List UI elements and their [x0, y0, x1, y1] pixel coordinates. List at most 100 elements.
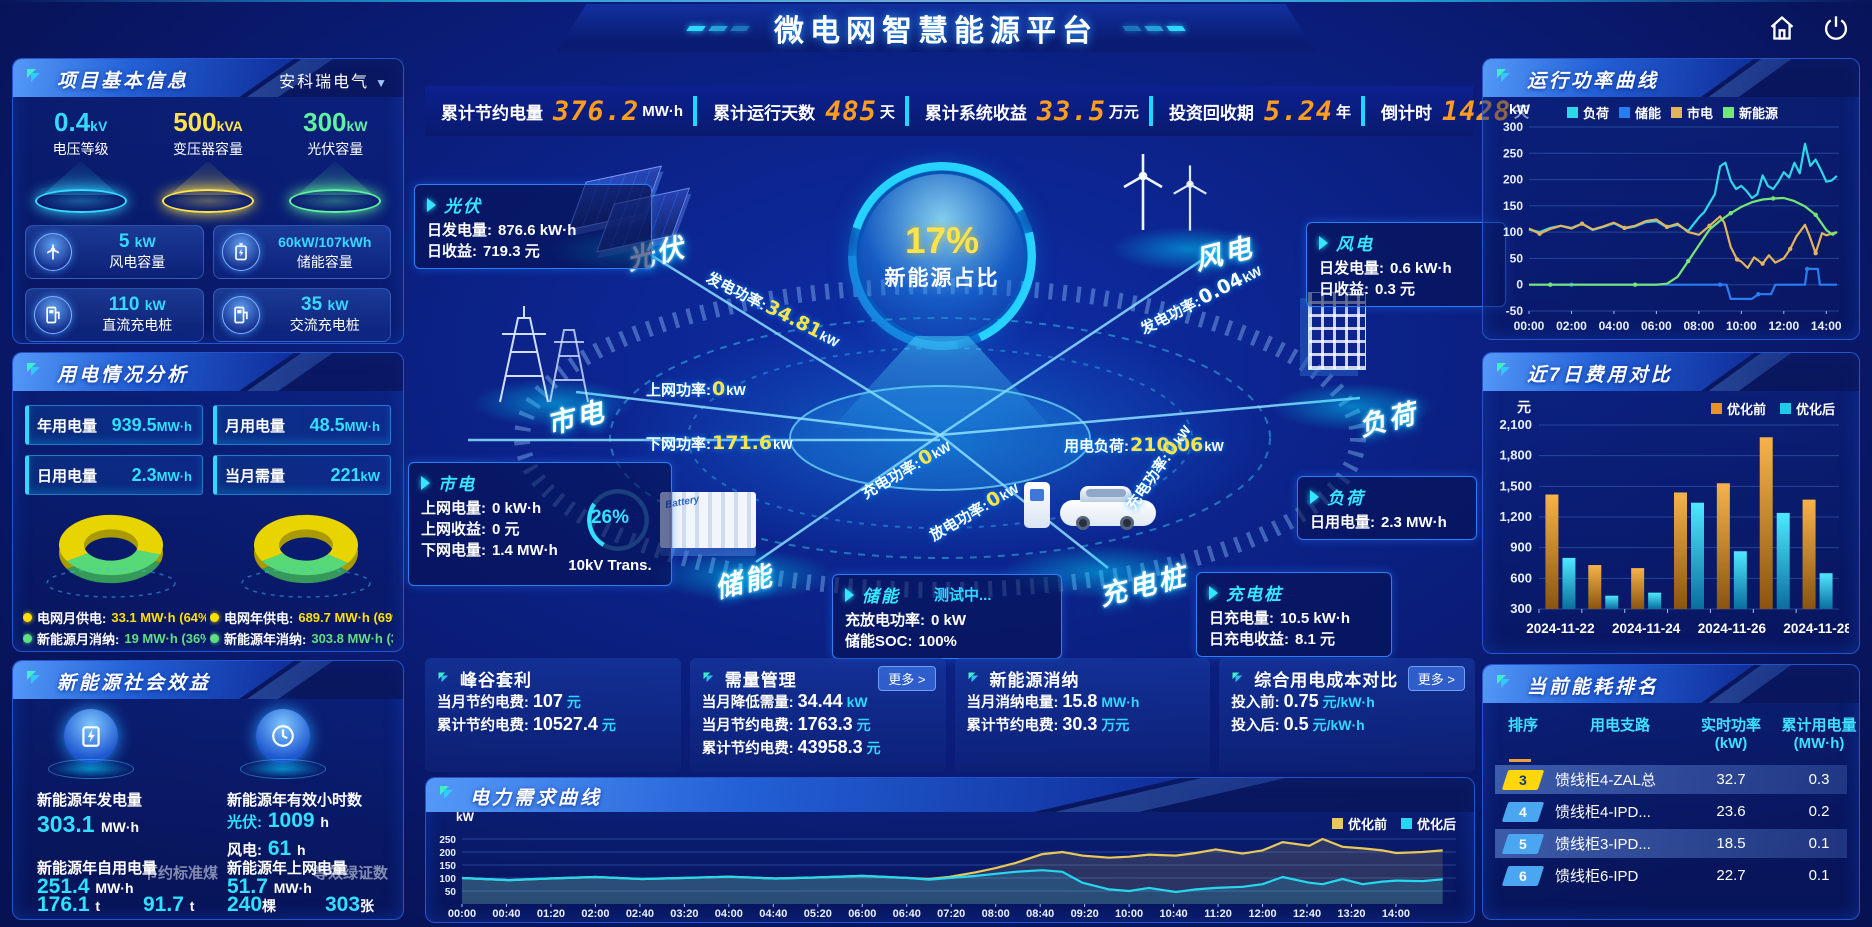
legend-item: 市电: [1671, 103, 1713, 122]
panel-demand-title: 电力需求曲线: [470, 788, 603, 809]
more-button[interactable]: 更多 >: [1407, 666, 1465, 691]
co2-value: 176.1 t: [37, 893, 101, 916]
panel-benefits-header: 新能源社会效益: [13, 661, 403, 699]
panel-demand-header: 电力需求曲线: [426, 778, 1474, 812]
transmission-tower-icon: [478, 290, 608, 415]
donut-legend-item: 电网年供电:689.7 MW·h (69%): [210, 608, 393, 627]
run-chart-area: kW 负荷 储能 市电 新能源 -50 0 50 100 150 200 250 300 00:00 0…: [1483, 97, 1859, 340]
kpi-card-3: 综合用电成本对比 更多 > 投入前: 0.75 元/kW·h 投入后: 0.5 元/kW·h: [1219, 658, 1475, 772]
demand-chart: 50 100 150 200 250 00:00 00:40 01:20 02:00 02:40 0…: [426, 812, 1474, 927]
renewable-share-value: 17%: [904, 220, 980, 261]
panel-run-header: 运行功率曲线: [1483, 59, 1859, 97]
svg-text:100: 100: [1503, 225, 1523, 239]
svg-text:04:00: 04:00: [715, 908, 743, 920]
self-use-label: 新能源年自用电量: [37, 860, 158, 877]
svg-text:06:40: 06:40: [893, 908, 921, 920]
wind-turbine-icon: [34, 233, 72, 271]
kpi-cards-row: 峰谷套利 当月节约电费: 107 元累计节约电费: 10527.4 元需量管理 更多 > 当月…: [425, 658, 1475, 772]
svg-text:08:00: 08:00: [982, 908, 1010, 920]
table-row[interactable]: 5 馈线柜3-IPD... 18.5 0.1: [1495, 829, 1847, 858]
lightning-icon: [64, 709, 118, 763]
legend-item: 优化前: [1710, 399, 1766, 418]
usage-stat-1: 月用电量 48.5MW·h: [213, 405, 391, 445]
svg-text:10:00: 10:00: [1115, 908, 1143, 920]
svg-text:300: 300: [1503, 120, 1523, 134]
svg-text:13:20: 13:20: [1337, 908, 1365, 920]
panel-cost-title: 近7日费用对比: [1527, 365, 1673, 386]
svg-text:11:20: 11:20: [1204, 908, 1232, 920]
clock-icon: [256, 709, 310, 763]
panel-corner-icon: [25, 67, 45, 92]
svg-text:10:40: 10:40: [1160, 908, 1188, 920]
donut-charts: [13, 499, 403, 608]
panel-rank-title: 当前能耗排名: [1527, 677, 1660, 698]
table-row[interactable]: 3 馈线柜4-ZAL总 32.7 0.3: [1495, 765, 1847, 794]
panel-corner-icon: [25, 361, 45, 386]
capacity-card-1: 60kW/107kWh 储能容量: [212, 225, 391, 279]
svg-text:02:00: 02:00: [581, 908, 609, 920]
donut-year-chart: [226, 499, 386, 608]
capacity-spotlight-2: 300kW 光伏容量: [276, 107, 394, 213]
more-button[interactable]: 更多 >: [878, 666, 936, 691]
legend-item: 储能: [1619, 103, 1661, 122]
capacity-card-0: 5 kW 风电容量: [25, 225, 204, 279]
panel-usage-title: 用电情况分析: [57, 365, 190, 386]
power-icon[interactable]: [1822, 14, 1850, 47]
battery-container-icon: Battery: [660, 492, 756, 548]
stat-item: 累计节约电量 376.2 MW·h: [441, 95, 684, 127]
solar-info-box: 光伏 日发电量: 876.6 kW·h 日收益: 719.3 元: [414, 184, 652, 269]
certs-label: 等效绿证数: [313, 865, 389, 882]
flow-load-power: 用电负荷:210.06kW: [1064, 434, 1224, 456]
panel-project-info: 项目基本信息 安科瑞电气 ▼ 0.4kV 电压等级 500kVA 变压器容量 300kW 光…: [12, 58, 404, 344]
wind-hours: 风电: 61 h: [227, 837, 306, 860]
legend-item: 优化前: [1331, 814, 1387, 833]
panel-corner-icon: [438, 784, 458, 809]
svg-text:2024-11-26: 2024-11-26: [1698, 621, 1767, 636]
flow-grid-down: 下网功率:171.6kW: [646, 432, 793, 454]
panel-demand-curve: 电力需求曲线 kW 优化前 优化后 50 100 150 200 250 00:00 00:4…: [425, 777, 1475, 923]
panel-run-title: 运行功率曲线: [1527, 71, 1660, 92]
svg-text:2024-11-24: 2024-11-24: [1612, 621, 1681, 636]
home-icon[interactable]: [1768, 14, 1796, 47]
svg-text:12:40: 12:40: [1293, 908, 1321, 920]
legend-item: 负荷: [1567, 103, 1609, 122]
donut-legend-item: 电网月供电: 33.1 MW·h (64%): [23, 608, 206, 627]
donut-month-chart: [31, 499, 191, 608]
table-row[interactable]: 6 馈线柜6-IPD 22.7 0.1: [1495, 861, 1847, 890]
cost-chart-area: 元 优化前 优化后 300 600 900 1,200 1,500 1,800 2,100 20…: [1483, 391, 1859, 646]
company-dropdown[interactable]: 安科瑞电气 ▼: [279, 74, 389, 91]
svg-text:08:00: 08:00: [1684, 319, 1715, 333]
trees-value: 240棵: [227, 893, 277, 916]
ev-charger-icon: [1024, 482, 1050, 528]
svg-text:10:00: 10:00: [1726, 319, 1757, 333]
panel-run-power: 运行功率曲线 kW 负荷 储能 市电 新能源 -50 0 50 100 150 200 250 30…: [1482, 58, 1860, 340]
capacity-cards: 5 kW 风电容量 60kW/107kWh 储能容量 110 kW 直流充电桩 35 kW 交…: [13, 213, 403, 342]
panel-cost-compare: 近7日费用对比 元 优化前 优化后 300 600 900 1,200 1,500 1,80…: [1482, 352, 1860, 654]
transformer-load-value: 26%: [590, 507, 630, 528]
svg-text:300: 300: [1510, 601, 1532, 616]
run-y-axis-label: kW: [1509, 101, 1530, 117]
page-title: 微电网智慧能源平台: [774, 15, 1098, 48]
table-row[interactable]: 4 馈线柜4-IPD... 23.6 0.2: [1495, 797, 1847, 826]
chevron-down-icon: ▼: [375, 76, 389, 90]
renewable-share-label: 新能源占比: [884, 267, 1000, 290]
hours-pedestal: [223, 709, 343, 779]
usage-stat-2: 日用电量 2.3MW·h: [25, 455, 203, 495]
grid-info-box: 市电 上网电量: 0 kW·h 上网收益: 0 元 下网电量: 1.4 MW·h 26…: [408, 462, 672, 586]
wind-turbine-icon: [1120, 150, 1166, 239]
svg-text:01:20: 01:20: [537, 908, 565, 920]
charger-info-box: 充电桩 日充电量: 10.5 kW·h 日充电收益: 8.1 元: [1196, 572, 1392, 657]
svg-text:00:00: 00:00: [448, 908, 476, 920]
to-grid-label: 新能源年上网电量: [227, 860, 348, 877]
svg-text:100: 100: [439, 874, 456, 885]
wind-info-box: 风电 日发电量: 0.6 kW·h 日收益: 0.3 元: [1306, 222, 1506, 307]
svg-text:50: 50: [1510, 251, 1524, 265]
wind-platform: [1108, 226, 1268, 272]
svg-text:200: 200: [1503, 173, 1523, 187]
renewable-share-gauge: 17% 新能源占比: [860, 174, 1024, 338]
panel-project-header: 项目基本信息 安科瑞电气 ▼: [13, 59, 403, 97]
svg-text:12:00: 12:00: [1768, 319, 1799, 333]
flow-grid-up: 上网功率:0kW: [646, 378, 746, 400]
svg-text:250: 250: [1503, 146, 1523, 160]
capacity-card-2: 110 kW 直流充电桩: [25, 288, 204, 342]
